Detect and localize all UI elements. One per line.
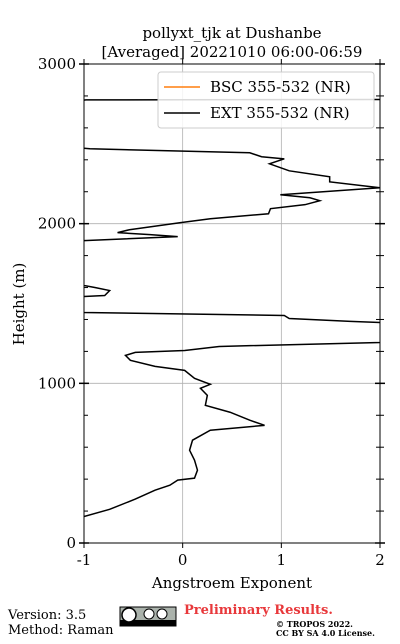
x-tick-label: 1 xyxy=(277,551,287,569)
y-tick-label: 1000 xyxy=(38,374,76,392)
preliminary-notice: Preliminary Results. xyxy=(184,603,333,618)
data-line xyxy=(84,98,380,518)
y-tick-label: 3000 xyxy=(38,55,76,73)
plot-area xyxy=(84,98,380,518)
license: CC BY SA 4.0 License. xyxy=(276,628,375,638)
x-tick-label: 0 xyxy=(178,551,188,569)
plot-frame xyxy=(83,63,381,544)
legend-label: BSC 355-532 (NR) xyxy=(210,78,351,96)
x-tick-label: -1 xyxy=(77,551,92,569)
y-axis-label: Height (m) xyxy=(10,263,28,346)
y-tick-label: 0 xyxy=(66,534,76,552)
legend-label: EXT 355-532 (NR) xyxy=(210,104,350,122)
chart-subtitle: [Averaged] 20221010 06:00-06:59 xyxy=(102,43,363,61)
legend-box xyxy=(157,71,375,129)
x-axis-label: Angstroem Exponent xyxy=(151,574,312,592)
copyright: © TROPOS 2022. xyxy=(276,619,353,629)
method: Method: Raman xyxy=(8,623,114,638)
legend: BSC 355-532 (NR) EXT 355-532 (NR) xyxy=(157,71,375,129)
x-tick-label: 2 xyxy=(375,551,385,569)
version: Version: 3.5 xyxy=(7,608,86,623)
chart-title: pollyxt_tjk at Dushanbe xyxy=(142,24,321,42)
y-tick-label: 2000 xyxy=(38,215,76,233)
cc-logo xyxy=(119,606,177,627)
